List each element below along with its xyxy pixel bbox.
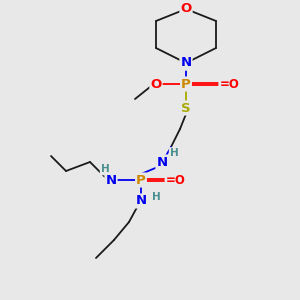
- Text: H: H: [100, 164, 109, 175]
- Text: O: O: [150, 77, 162, 91]
- Text: H: H: [169, 148, 178, 158]
- Text: O: O: [180, 2, 192, 16]
- Text: N: N: [105, 173, 117, 187]
- Text: N: N: [156, 155, 168, 169]
- Text: H: H: [152, 191, 160, 202]
- Text: P: P: [136, 173, 146, 187]
- Text: S: S: [181, 101, 191, 115]
- Text: N: N: [135, 194, 147, 208]
- Text: P: P: [181, 77, 191, 91]
- Text: N: N: [180, 56, 192, 70]
- Text: =O: =O: [220, 77, 239, 91]
- Text: =O: =O: [166, 173, 185, 187]
